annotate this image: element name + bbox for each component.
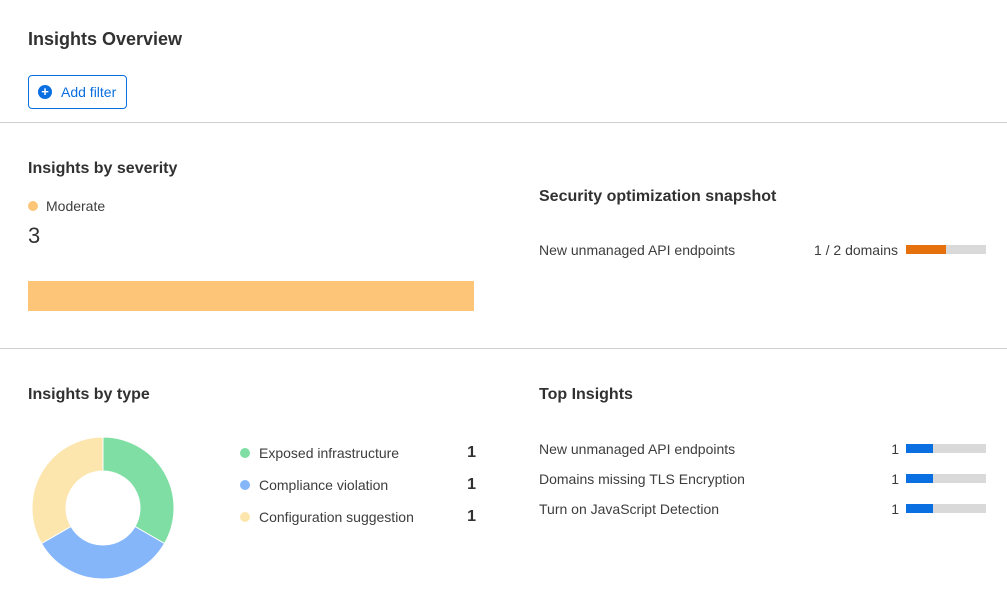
top-insight-label: Domains missing TLS Encryption [539,471,745,487]
page-title: Insights Overview [28,29,183,49]
legend-label: Configuration suggestion [259,509,414,525]
legend-label: Compliance violation [259,477,389,493]
snapshot-row-value: 1 / 2 domains [813,242,898,258]
top-insight-bar [906,444,986,453]
legend-dot-icon [240,512,250,522]
top-insight-bar [906,504,986,513]
legend-value: 1 [467,476,476,493]
add-filter-button[interactable]: + Add filter [28,75,127,109]
severity-bar [28,281,474,311]
donut-slice [102,436,175,545]
moderate-dot-icon [28,201,38,211]
divider [0,348,1007,349]
legend-dot-icon [240,480,250,490]
snapshot-title: Security optimization snapshot [539,188,777,205]
legend-value: 1 [467,444,476,461]
severity-legend-label: Moderate [46,198,106,214]
top-insight-value: 1 [891,471,899,487]
severity-legend: Moderate [28,198,105,214]
divider [0,122,1007,123]
by-type-title: Insights by type [28,386,150,403]
legend-value: 1 [467,508,476,525]
type-donut-chart [31,436,175,580]
top-insight-label: New unmanaged API endpoints [539,441,736,457]
add-filter-label: Add filter [61,84,117,100]
legend-item: Compliance violation 1 [240,476,476,494]
severity-title: Insights by severity [28,160,178,177]
legend-label: Exposed infrastructure [259,445,400,461]
severity-count: 3 [28,223,41,248]
legend-dot-icon [240,448,250,458]
top-insight-value: 1 [891,441,899,457]
donut-slice [40,525,166,580]
top-insight-label: Turn on JavaScript Detection [539,501,720,517]
legend-item: Configuration suggestion 1 [240,508,476,526]
top-insight-value: 1 [891,501,899,517]
donut-slice [31,436,104,545]
top-insight-bar [906,474,986,483]
plus-circle-icon: + [38,85,52,99]
top-insights-title: Top Insights [539,386,633,403]
snapshot-row-label: New unmanaged API endpoints [539,242,736,258]
snapshot-progress-bar [906,245,986,254]
legend-item: Exposed infrastructure 1 [240,444,476,462]
